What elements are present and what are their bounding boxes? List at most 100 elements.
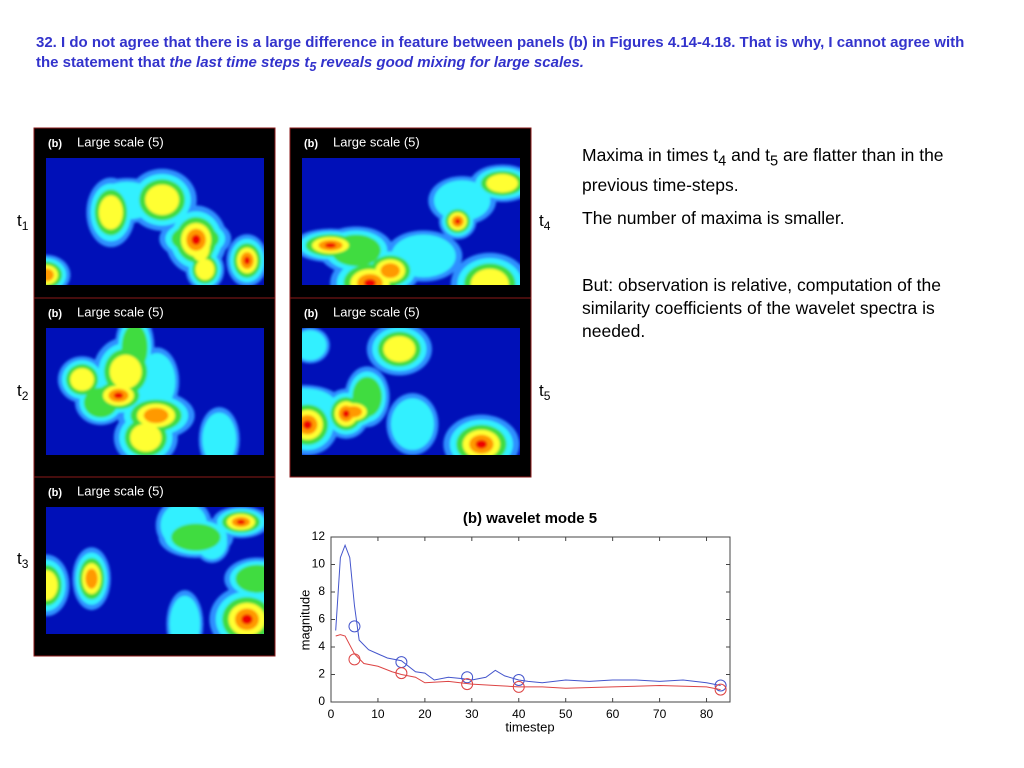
y-tick-label: 10 bbox=[312, 557, 326, 571]
field bbox=[302, 328, 520, 455]
time-sub: 2 bbox=[22, 389, 29, 403]
time-t: t bbox=[17, 211, 22, 230]
x-tick-label: 40 bbox=[512, 707, 526, 721]
field-blob bbox=[342, 409, 350, 418]
panel-tag: (b) bbox=[48, 308, 62, 320]
data-marker bbox=[714, 683, 727, 696]
x-tick-label: 60 bbox=[606, 707, 620, 721]
x-tick-label: 10 bbox=[371, 707, 385, 721]
panel: (b) Large scale (5) t3 bbox=[17, 476, 276, 657]
field-blob bbox=[363, 278, 376, 285]
field-blob bbox=[98, 195, 123, 230]
panel-title: Large scale (5) bbox=[77, 304, 164, 319]
data-marker bbox=[512, 680, 525, 693]
data-marker bbox=[714, 679, 727, 692]
panel-title: Large scale (5) bbox=[77, 134, 164, 149]
field bbox=[46, 168, 264, 285]
panel: (b) Large scale (5) t4 bbox=[289, 127, 551, 299]
field-blob bbox=[130, 423, 162, 452]
y-axis-label: magnitude bbox=[297, 590, 312, 651]
field-blob bbox=[85, 568, 98, 589]
heading-emphasis: the last time steps t5 reveals good mixi… bbox=[169, 54, 584, 74]
note-text: Maxima in times t bbox=[582, 145, 719, 165]
data-marker bbox=[395, 667, 408, 680]
emphasis-text: the last time steps t bbox=[169, 54, 310, 71]
y-tick-label: 4 bbox=[318, 639, 325, 653]
y-tick-label: 6 bbox=[318, 612, 325, 626]
x-tick-label: 0 bbox=[328, 707, 335, 721]
data-marker bbox=[348, 620, 361, 633]
field-blob bbox=[302, 330, 327, 361]
note: The number of maxima is smaller. bbox=[582, 207, 972, 230]
field bbox=[302, 164, 520, 285]
emphasis-end: reveals good mixing for large scales. bbox=[316, 54, 584, 71]
heading: 32. I do not agree that there is a large… bbox=[36, 33, 976, 77]
panel-tag: (b) bbox=[304, 308, 318, 320]
field-blob bbox=[46, 268, 54, 282]
note-text: are flatter than in the previous time-st… bbox=[582, 145, 944, 195]
panel-title: Large scale (5) bbox=[77, 483, 164, 498]
field-blob bbox=[171, 523, 221, 551]
field-blob bbox=[243, 256, 251, 265]
field-blob bbox=[486, 174, 518, 193]
y-tick-label: 0 bbox=[318, 694, 325, 708]
time-label: t3 bbox=[17, 549, 29, 571]
time-t: t bbox=[17, 549, 22, 568]
data-line bbox=[335, 543, 721, 686]
field-blob bbox=[109, 354, 142, 389]
data-line bbox=[335, 634, 721, 691]
time-sub: 4 bbox=[544, 219, 551, 233]
time-label: t4 bbox=[539, 211, 551, 233]
panel: (b) Large scale (5) t5 bbox=[289, 297, 551, 478]
field-blob bbox=[454, 218, 461, 225]
time-t: t bbox=[539, 211, 544, 230]
y-tick-label: 8 bbox=[318, 584, 325, 598]
field-blob bbox=[434, 180, 491, 221]
panel: (b) Large scale (5) t1 bbox=[17, 127, 276, 299]
time-t: t bbox=[539, 381, 544, 400]
field bbox=[57, 328, 240, 455]
panel-tag: (b) bbox=[304, 138, 318, 150]
x-tick-label: 30 bbox=[465, 707, 479, 721]
field bbox=[46, 507, 264, 634]
data-marker bbox=[461, 671, 474, 684]
emphasis-sub: 5 bbox=[309, 60, 317, 74]
field-blob bbox=[195, 258, 215, 281]
note-text: and t bbox=[726, 145, 771, 165]
time-sub: 1 bbox=[22, 219, 29, 233]
notes: Maxima in times t4 and t5 are flatter th… bbox=[582, 144, 972, 353]
panel-title: Large scale (5) bbox=[333, 304, 420, 319]
field-blob bbox=[143, 407, 169, 424]
panel: (b) Large scale (5) t2 bbox=[17, 297, 276, 478]
field-blob bbox=[380, 263, 400, 279]
note-sub: 5 bbox=[770, 153, 779, 170]
panel-tag: (b) bbox=[48, 487, 62, 499]
field-blob bbox=[241, 614, 253, 625]
field-blob bbox=[169, 595, 201, 634]
time-t: t bbox=[17, 381, 22, 400]
field-blob bbox=[324, 242, 337, 248]
x-tick-label: 80 bbox=[700, 707, 714, 721]
y-tick-label: 2 bbox=[318, 667, 325, 681]
field-blob bbox=[470, 268, 509, 285]
time-sub: 5 bbox=[544, 389, 551, 403]
chart-title: (b) wavelet mode 5 bbox=[463, 510, 597, 527]
panel-tag: (b) bbox=[48, 138, 62, 150]
y-tick-label: 12 bbox=[312, 529, 326, 543]
panel-title: Large scale (5) bbox=[333, 134, 420, 149]
field-blob bbox=[70, 368, 94, 391]
field-blob bbox=[235, 564, 264, 593]
note-text: The number of maxima is smaller. bbox=[582, 207, 845, 228]
data-marker bbox=[512, 674, 525, 686]
note: But: observation is relative, computatio… bbox=[582, 274, 972, 343]
x-axis-label: timestep bbox=[505, 719, 554, 734]
note-sub: 4 bbox=[718, 153, 727, 170]
time-sub: 3 bbox=[22, 557, 29, 571]
note: Maxima in times t4 and t5 are flatter th… bbox=[582, 144, 972, 197]
time-label: t1 bbox=[17, 211, 29, 233]
field-blob bbox=[236, 519, 246, 525]
data-marker bbox=[395, 656, 408, 669]
x-tick-label: 50 bbox=[559, 707, 573, 721]
